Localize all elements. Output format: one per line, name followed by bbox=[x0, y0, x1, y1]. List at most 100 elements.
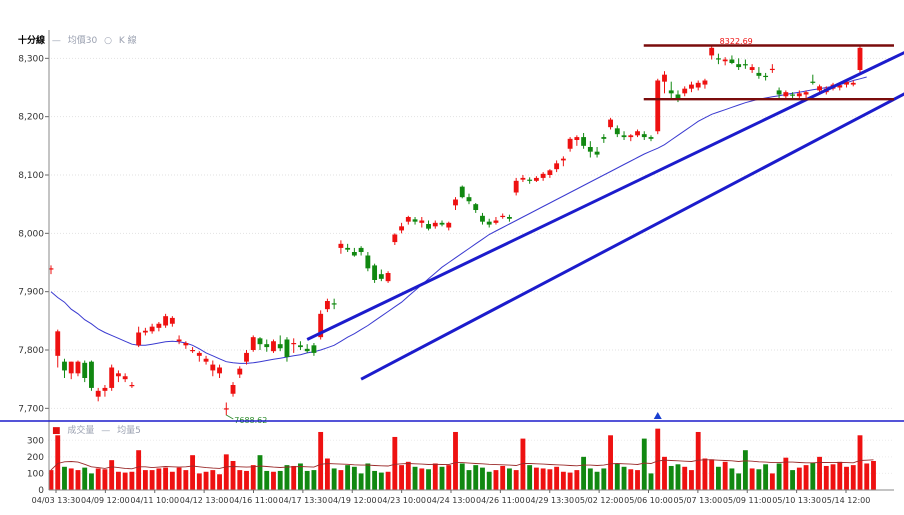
time-tick-label: 05/02 12:00 bbox=[575, 496, 624, 505]
candle bbox=[621, 131, 627, 140]
candle bbox=[271, 339, 276, 353]
candle-body bbox=[689, 84, 694, 89]
candle bbox=[169, 316, 175, 327]
candle-body bbox=[115, 373, 121, 377]
time-tick-label: 05/09 11:00 bbox=[723, 496, 772, 505]
volume-bar bbox=[695, 431, 701, 490]
candle-body bbox=[89, 361, 94, 388]
candle bbox=[183, 341, 189, 349]
candle-body bbox=[608, 119, 613, 128]
candle bbox=[82, 360, 88, 383]
volume-bar bbox=[749, 468, 755, 490]
volume-bar bbox=[446, 465, 452, 490]
volume-bar bbox=[163, 467, 169, 490]
legend-dash-2: — bbox=[101, 426, 111, 436]
candle bbox=[689, 81, 694, 93]
candle-body bbox=[493, 220, 499, 223]
candle bbox=[68, 361, 74, 380]
candle-body bbox=[635, 131, 640, 136]
candle bbox=[480, 212, 485, 225]
candle bbox=[304, 344, 310, 353]
volume-bar bbox=[520, 438, 526, 490]
volume-bar bbox=[169, 471, 175, 490]
volume-bar bbox=[142, 470, 148, 490]
candle bbox=[648, 135, 654, 142]
volume-bar bbox=[129, 471, 135, 490]
candle-body bbox=[392, 234, 398, 243]
price-tick-label: 8,300 bbox=[18, 54, 44, 64]
legend-dash: — bbox=[51, 36, 61, 46]
volume-bar bbox=[298, 463, 303, 490]
volume-bar bbox=[338, 470, 344, 490]
candle bbox=[196, 351, 202, 362]
candle-body bbox=[844, 81, 849, 85]
candle bbox=[244, 350, 249, 365]
candle-body bbox=[122, 376, 128, 380]
volume-bar bbox=[136, 450, 142, 490]
candle-body bbox=[466, 197, 472, 202]
candle-body bbox=[405, 217, 411, 222]
volume-bar bbox=[837, 461, 843, 490]
candle bbox=[742, 59, 748, 69]
volume-bar bbox=[48, 470, 54, 490]
candle-body bbox=[796, 93, 802, 97]
candle-body bbox=[372, 265, 378, 280]
volume-bar bbox=[830, 464, 836, 490]
candle bbox=[466, 193, 472, 205]
candle-body bbox=[223, 408, 229, 410]
candle-body bbox=[48, 268, 54, 270]
volume-bar bbox=[554, 466, 560, 490]
candle bbox=[210, 360, 216, 377]
candle-body bbox=[169, 317, 175, 324]
candle-body bbox=[358, 247, 364, 252]
candle-body bbox=[399, 226, 404, 231]
candle-body bbox=[560, 158, 566, 161]
candle-body bbox=[668, 90, 674, 94]
candle bbox=[507, 214, 512, 222]
candle-body bbox=[675, 94, 681, 98]
candle-body bbox=[385, 273, 391, 282]
candle bbox=[102, 385, 108, 397]
volume-bar bbox=[210, 470, 216, 490]
candle-body bbox=[284, 339, 290, 357]
candle-body bbox=[264, 344, 270, 348]
candle-body bbox=[149, 326, 155, 332]
time-tick-label: 04/09 12:00 bbox=[81, 496, 130, 505]
candle bbox=[399, 222, 404, 234]
volume-bar bbox=[736, 473, 742, 490]
candle bbox=[190, 347, 196, 353]
time-tick-label: 04/12 13:00 bbox=[180, 496, 229, 505]
candle bbox=[345, 243, 351, 252]
volume-bar bbox=[567, 472, 573, 490]
candle bbox=[115, 370, 121, 383]
candle-body bbox=[432, 222, 438, 227]
volume-bar bbox=[237, 470, 243, 490]
volume-tick-label: 0 bbox=[38, 486, 44, 496]
volume-bar bbox=[324, 458, 330, 490]
time-tick-label: 04/26 11:00 bbox=[476, 496, 525, 505]
volume-bar bbox=[641, 438, 647, 490]
candle-body bbox=[365, 255, 371, 269]
volume-bar bbox=[156, 468, 162, 490]
volume-bar bbox=[608, 435, 613, 490]
candle-body bbox=[574, 137, 580, 140]
candle-body bbox=[102, 387, 108, 391]
candle-body bbox=[857, 47, 863, 70]
time-tick-label: 05/06 10:00 bbox=[624, 496, 673, 505]
candle-body bbox=[176, 339, 182, 342]
candle bbox=[601, 134, 607, 143]
candle-body bbox=[446, 222, 452, 228]
candle-body bbox=[614, 128, 620, 135]
candlesticks bbox=[48, 45, 863, 416]
volume-bar bbox=[122, 472, 128, 490]
candle-body bbox=[621, 135, 627, 138]
volume-bar bbox=[614, 463, 620, 490]
candle-body bbox=[237, 368, 243, 375]
volume-bar bbox=[500, 465, 506, 490]
candle-body bbox=[756, 72, 762, 76]
volume-ma-line bbox=[50, 459, 874, 471]
volume-bar bbox=[594, 471, 600, 490]
candle-body bbox=[183, 343, 189, 346]
candle-body bbox=[244, 352, 249, 362]
